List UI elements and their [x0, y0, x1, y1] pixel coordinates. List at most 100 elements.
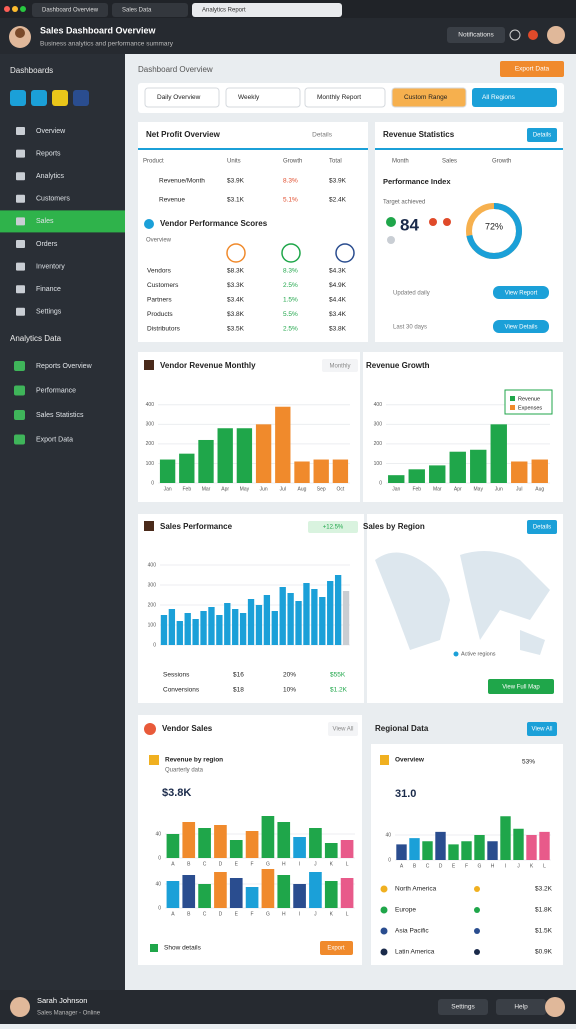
button-label[interactable]: View All	[532, 727, 553, 733]
world-map	[375, 551, 550, 655]
filter-tab[interactable]	[144, 87, 220, 108]
button[interactable]	[328, 722, 358, 736]
button[interactable]	[488, 679, 554, 694]
y-tick-label: 0	[388, 857, 391, 863]
filter-label[interactable]: Daily Overview	[157, 94, 201, 101]
tab[interactable]	[32, 3, 108, 17]
badge-label: +12.5%	[323, 525, 344, 531]
dropdown-label[interactable]: All Regions	[482, 94, 516, 101]
tab[interactable]	[192, 3, 342, 17]
nav-item[interactable]: Sales Statistics	[36, 412, 84, 419]
button[interactable]	[493, 286, 549, 299]
button-label[interactable]: Settings	[451, 1004, 475, 1011]
donut-label: 72%	[485, 221, 503, 231]
dot	[386, 217, 396, 227]
bar	[313, 459, 329, 483]
cell: $1.2K	[330, 687, 348, 694]
footer-label[interactable]: Show details	[164, 945, 202, 952]
nav-item[interactable]: Sales	[36, 218, 54, 225]
cell: $3.3K	[227, 282, 245, 289]
quick-icon[interactable]	[10, 90, 26, 106]
legend-label: Revenue	[518, 396, 540, 402]
quick-icon[interactable]	[31, 90, 47, 106]
nav-item[interactable]: Settings	[36, 309, 62, 316]
x-tick-label: C	[203, 911, 207, 917]
x-tick-label: F	[251, 861, 254, 867]
button-label[interactable]: Notifications	[458, 32, 494, 39]
header-title: Sales Dashboard Overview	[40, 25, 157, 35]
filter-label[interactable]: Monthly Report	[317, 94, 361, 101]
button-label[interactable]: Export Data	[515, 66, 550, 73]
bar	[198, 439, 214, 483]
bar	[208, 607, 215, 645]
button[interactable]	[493, 320, 549, 333]
button[interactable]	[496, 999, 546, 1015]
button-label[interactable]: View Details	[505, 325, 538, 331]
x-tick-label: J	[314, 861, 317, 867]
button-label[interactable]: View Report	[505, 291, 538, 297]
button-label[interactable]: View All	[333, 727, 354, 733]
button-label[interactable]: Details	[533, 525, 551, 531]
nav-item[interactable]: Overview	[36, 128, 66, 135]
button-label[interactable]: Help	[514, 1004, 528, 1011]
bar	[474, 835, 485, 860]
filter-label[interactable]: Custom Range	[404, 94, 448, 101]
icon	[144, 521, 154, 531]
filter-tab[interactable]	[391, 87, 467, 108]
button[interactable]	[527, 128, 557, 142]
avatar	[547, 26, 565, 44]
x-tick-label: E	[235, 861, 239, 867]
button[interactable]	[527, 722, 557, 736]
nav-item[interactable]: Inventory	[36, 263, 65, 270]
nav-item[interactable]: Customers	[36, 196, 70, 203]
quick-icon[interactable]	[52, 90, 68, 106]
nav-item[interactable]: Orders	[36, 241, 58, 248]
tab[interactable]	[112, 3, 188, 17]
nav-active[interactable]	[0, 210, 125, 233]
filter-tab[interactable]	[225, 87, 301, 108]
nav-item[interactable]: Reports	[36, 150, 61, 157]
icon	[509, 29, 521, 41]
button[interactable]	[438, 999, 488, 1015]
nav-item[interactable]: Finance	[36, 286, 61, 293]
tab-label[interactable]: Sales Data	[122, 8, 152, 14]
dropdown[interactable]	[472, 88, 557, 107]
nav-item[interactable]: Reports Overview	[36, 363, 93, 370]
link[interactable]: Details	[312, 132, 333, 139]
panel-rule	[375, 148, 563, 150]
tab-label[interactable]: Dashboard Overview	[42, 8, 99, 14]
bar	[247, 599, 255, 645]
select-label[interactable]: Monthly	[329, 364, 350, 370]
button[interactable]	[320, 941, 353, 955]
button[interactable]	[527, 520, 557, 534]
card-title: Overview	[395, 757, 425, 764]
cell: Europe	[395, 907, 416, 914]
bar	[324, 843, 338, 858]
button-label[interactable]: Export	[327, 946, 345, 952]
select[interactable]	[322, 359, 358, 372]
button-label[interactable]: View Full Map	[502, 685, 540, 691]
x-tick-label: Apr	[221, 486, 229, 492]
nav-item[interactable]: Export Data	[36, 436, 73, 443]
y-tick-label: 200	[148, 602, 157, 608]
bar	[160, 615, 168, 645]
tab-label[interactable]: Analytics Report	[202, 8, 246, 14]
nav-icon	[16, 172, 25, 181]
nav-item[interactable]: Performance	[36, 387, 76, 394]
filter-tab[interactable]	[304, 87, 386, 108]
header-button[interactable]	[447, 27, 505, 43]
button-label[interactable]: Details	[533, 133, 551, 139]
nav-item[interactable]: Analytics	[36, 173, 65, 180]
nav-icon	[14, 361, 25, 371]
filter-label[interactable]: Weekly	[238, 94, 260, 101]
nav-icon	[16, 149, 25, 158]
bar	[470, 449, 487, 483]
quick-icon[interactable]	[73, 90, 89, 106]
cell: $0.9K	[535, 949, 553, 956]
section-sub: Overview	[146, 238, 172, 244]
card-pct: 53%	[522, 759, 535, 766]
icon	[380, 755, 389, 765]
export-button[interactable]	[500, 61, 564, 77]
panel-title: Revenue Statistics	[383, 130, 455, 139]
